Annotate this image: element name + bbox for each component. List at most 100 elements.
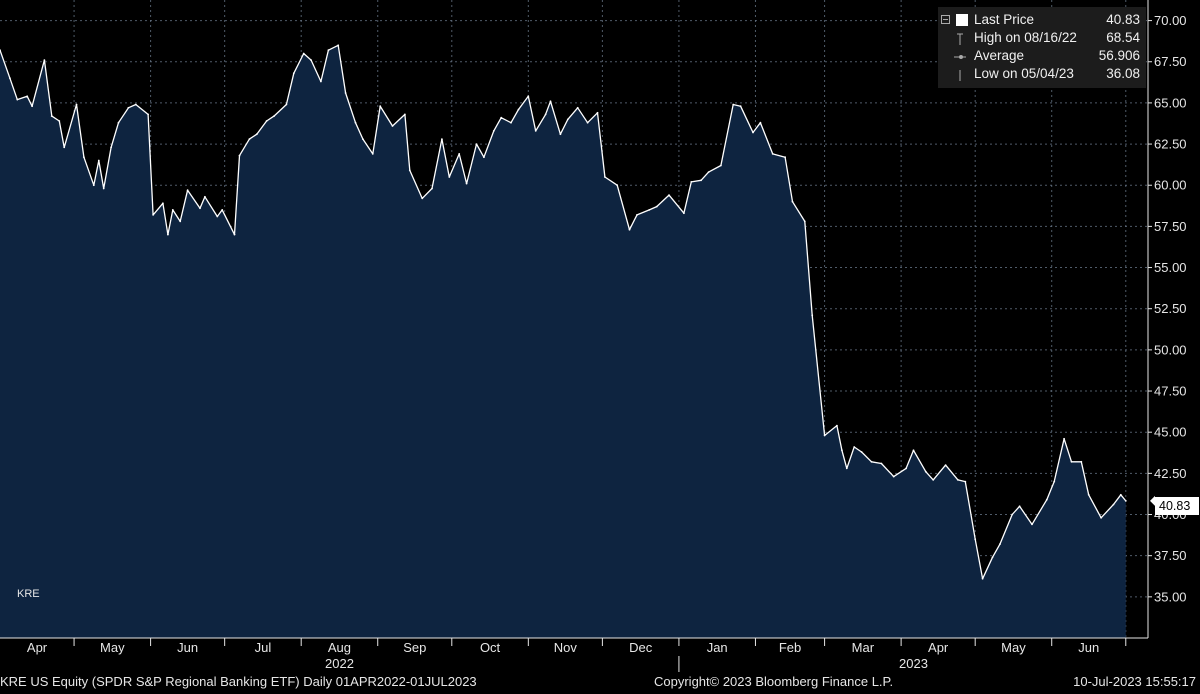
price-point bbox=[448, 176, 451, 178]
price-point bbox=[26, 95, 29, 98]
price-point bbox=[700, 179, 702, 182]
price-point bbox=[739, 105, 742, 108]
y-tick-label: 55.00 bbox=[1154, 260, 1187, 275]
price-point bbox=[43, 59, 46, 61]
x-month-label: Mar bbox=[852, 640, 875, 655]
price-point bbox=[841, 449, 843, 452]
price-point bbox=[1053, 480, 1056, 483]
price-point bbox=[586, 121, 589, 124]
x-month-label: Oct bbox=[480, 640, 501, 655]
price-point bbox=[1031, 523, 1033, 526]
price-point bbox=[16, 98, 19, 101]
price-point bbox=[668, 194, 670, 197]
legend-value: 68.54 bbox=[1106, 30, 1140, 45]
price-point bbox=[362, 138, 364, 141]
price-point bbox=[981, 577, 984, 580]
price-point bbox=[648, 209, 651, 211]
price-point bbox=[1100, 516, 1102, 519]
price-point bbox=[860, 451, 863, 453]
price-point bbox=[102, 187, 105, 190]
x-month-label: Apr bbox=[928, 640, 949, 655]
area-layer bbox=[0, 44, 1127, 639]
last-price-pointer bbox=[1150, 495, 1155, 506]
price-point bbox=[265, 120, 268, 122]
price-point bbox=[1011, 513, 1014, 516]
price-point bbox=[870, 460, 873, 463]
price-point bbox=[880, 462, 883, 465]
price-point bbox=[534, 130, 537, 132]
collapse-icon[interactable] bbox=[941, 15, 953, 27]
price-point bbox=[0, 49, 1, 52]
price-point bbox=[75, 103, 78, 106]
y-axis-ticks: 35.0037.5040.0042.5045.0047.5050.0052.50… bbox=[1154, 13, 1187, 604]
price-point bbox=[732, 103, 735, 106]
price-point bbox=[421, 197, 424, 200]
price-point bbox=[110, 146, 112, 149]
footer-security-info: KRE US Equity (SPDR S&P Regional Banking… bbox=[0, 674, 477, 689]
y-tick-label: 57.50 bbox=[1154, 219, 1187, 234]
price-point bbox=[655, 205, 658, 208]
price-point bbox=[465, 182, 468, 185]
x-month-label: Jun bbox=[177, 640, 198, 655]
x-month-label: May bbox=[100, 640, 125, 655]
x-month-label: May bbox=[1001, 640, 1026, 655]
price-point bbox=[441, 138, 443, 141]
price-point bbox=[784, 156, 786, 159]
price-point bbox=[238, 154, 241, 157]
price-point bbox=[320, 80, 322, 83]
price-point bbox=[905, 467, 907, 470]
x-month-label: Apr bbox=[27, 640, 48, 655]
price-point bbox=[162, 202, 164, 205]
price-point bbox=[510, 121, 512, 124]
price-point bbox=[458, 153, 461, 155]
price-point bbox=[566, 118, 569, 121]
x-year-label: 2022 bbox=[325, 656, 354, 671]
price-point bbox=[371, 153, 374, 155]
price-point bbox=[811, 314, 814, 317]
price-point bbox=[771, 153, 774, 155]
y-tick-label: 52.50 bbox=[1154, 301, 1187, 316]
footer-timestamp: 10-Jul-2023 15:55:17 bbox=[1073, 674, 1196, 689]
price-point bbox=[1119, 493, 1122, 496]
price-point bbox=[292, 72, 295, 75]
price-point bbox=[549, 100, 552, 103]
price-point bbox=[83, 156, 85, 159]
legend-row-high: High on 08/16/22 68.54 bbox=[938, 30, 1146, 48]
price-point bbox=[404, 113, 406, 116]
price-point bbox=[171, 209, 174, 211]
y-tick-label: 65.00 bbox=[1154, 95, 1187, 110]
series-tag: KRE bbox=[17, 588, 40, 600]
price-point bbox=[354, 121, 357, 124]
x-month-label: Aug bbox=[328, 640, 351, 655]
price-point bbox=[791, 200, 794, 203]
price-point bbox=[152, 214, 155, 216]
y-tick-label: 70.00 bbox=[1154, 13, 1187, 28]
last-price-swatch-icon bbox=[956, 14, 968, 26]
x-month-label: Jan bbox=[707, 640, 728, 655]
price-point bbox=[58, 120, 61, 122]
price-point bbox=[974, 538, 977, 541]
price-point bbox=[134, 103, 137, 106]
price-point bbox=[924, 470, 927, 473]
price-point bbox=[431, 187, 433, 190]
y-tick-label: 42.50 bbox=[1154, 466, 1187, 481]
price-point bbox=[337, 44, 340, 47]
legend-row-last-price: Last Price 40.83 bbox=[938, 12, 1146, 30]
price-point bbox=[344, 92, 347, 94]
price-point bbox=[1045, 498, 1048, 501]
price-point bbox=[932, 479, 935, 481]
price-point bbox=[707, 171, 710, 174]
x-month-label: Sep bbox=[403, 640, 426, 655]
x-month-label: Dec bbox=[629, 640, 653, 655]
price-point bbox=[302, 52, 305, 55]
legend-value: 36.08 bbox=[1106, 66, 1140, 81]
y-tick-label: 37.50 bbox=[1154, 548, 1187, 563]
high-marker-icon bbox=[957, 33, 963, 45]
price-point bbox=[1070, 460, 1073, 463]
price-point bbox=[628, 228, 631, 231]
y-tick-label: 35.00 bbox=[1154, 589, 1187, 604]
price-point bbox=[179, 220, 182, 223]
y-tick-label: 45.00 bbox=[1154, 425, 1187, 440]
x-axis-ticks: Apr May Jun Jul Aug Sep Oct Nov Dec Jan Feb Mar Apr M… bbox=[27, 640, 1099, 671]
price-point bbox=[759, 121, 762, 124]
